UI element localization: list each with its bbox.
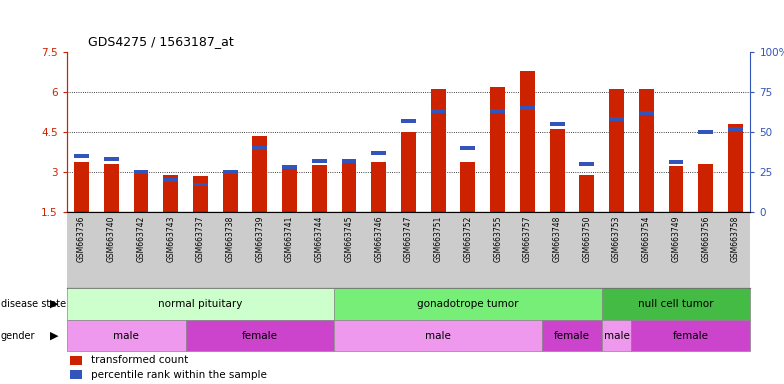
Bar [342,159,357,162]
Text: GSM663747: GSM663747 [404,215,413,262]
Text: percentile rank within the sample: percentile rank within the sample [91,370,267,380]
Bar [401,132,416,212]
Text: GSM663750: GSM663750 [583,215,591,262]
Text: GSM663758: GSM663758 [731,215,740,262]
Bar [342,162,357,212]
Bar [67,288,334,320]
Text: GSM663740: GSM663740 [107,215,116,262]
Text: GSM663741: GSM663741 [285,215,294,262]
Bar [728,127,743,131]
Bar [639,111,654,115]
Text: GSM663743: GSM663743 [166,215,175,262]
Text: ▶: ▶ [50,331,59,341]
Bar [74,154,89,158]
Bar [372,162,387,212]
Bar [699,130,713,134]
Bar [579,162,594,166]
Text: GSM663753: GSM663753 [612,215,621,262]
Bar [103,157,118,161]
Text: GDS4275 / 1563187_at: GDS4275 / 1563187_at [88,35,234,48]
Text: female: female [241,331,278,341]
Text: GSM663739: GSM663739 [256,215,264,262]
Bar [550,129,564,212]
Bar [490,109,505,113]
Text: normal pituitary: normal pituitary [158,299,242,309]
Text: male: male [425,331,451,341]
Bar [609,89,624,212]
Text: male: male [113,331,139,341]
Bar [186,320,334,351]
Bar [70,356,82,365]
Bar [334,320,543,351]
Bar [193,182,208,187]
Bar [520,71,535,212]
Bar [70,370,82,379]
Bar [223,170,238,212]
Text: female: female [554,331,590,341]
Text: GSM663749: GSM663749 [671,215,681,262]
Text: GSM663752: GSM663752 [463,215,473,262]
Bar [609,117,624,121]
Text: GSM663757: GSM663757 [523,215,532,262]
Bar [699,164,713,212]
Bar [460,146,475,150]
Bar [282,167,297,212]
Bar [252,146,267,150]
Bar [543,320,601,351]
Bar [133,170,148,212]
Text: GSM663742: GSM663742 [136,215,146,262]
Bar [334,288,601,320]
Bar [550,122,564,126]
Bar [163,175,178,212]
Text: disease state: disease state [1,299,66,309]
Bar [631,320,750,351]
Text: GSM663737: GSM663737 [196,215,205,262]
Bar [74,162,89,212]
Bar [223,170,238,174]
Bar [193,176,208,212]
Text: gender: gender [1,331,35,341]
Bar [312,159,327,162]
Text: GSM663746: GSM663746 [374,215,383,262]
Text: null cell tumor: null cell tumor [638,299,713,309]
Text: ▶: ▶ [50,299,59,309]
Bar [601,288,750,320]
Bar [430,109,445,113]
Bar [728,124,743,212]
Bar [282,165,297,169]
Bar [163,178,178,182]
Bar [579,175,594,212]
Bar [103,164,118,212]
Bar [520,106,535,110]
Bar [401,119,416,123]
Bar [490,87,505,212]
Bar [639,89,654,212]
Text: female: female [673,331,709,341]
Text: GSM663748: GSM663748 [553,215,561,262]
Bar [601,320,631,351]
Text: gonadotrope tumor: gonadotrope tumor [417,299,519,309]
Text: male: male [604,331,630,341]
Bar [133,170,148,174]
Text: GSM663744: GSM663744 [315,215,324,262]
Bar [430,89,445,212]
Text: GSM663751: GSM663751 [434,215,443,262]
Text: transformed count: transformed count [91,356,188,366]
Bar [312,165,327,212]
Text: GSM663754: GSM663754 [642,215,651,262]
Text: GSM663756: GSM663756 [701,215,710,262]
Bar [252,136,267,212]
Text: GSM663745: GSM663745 [344,215,354,262]
Text: GSM663755: GSM663755 [493,215,502,262]
Bar [67,320,186,351]
Bar [669,160,684,164]
Text: GSM663738: GSM663738 [226,215,234,262]
Bar [372,151,387,155]
Bar [460,162,475,212]
Text: GSM663736: GSM663736 [77,215,86,262]
Bar [669,166,684,212]
